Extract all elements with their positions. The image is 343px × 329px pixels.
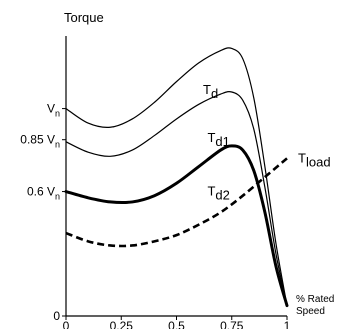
x-tick-label: 0.25 [110, 319, 134, 329]
series-label-td1: Td1 [207, 130, 229, 149]
x-tick-label: 1 [284, 319, 291, 329]
series-label-tload: Tload [298, 151, 331, 170]
y-tick-label: Vn [47, 102, 60, 119]
series-label-td2: Td2 [207, 184, 229, 203]
y-tick-label: 0.6 Vn [27, 185, 60, 202]
series-line-td [65, 47, 288, 307]
y-tick-label: 0 [53, 309, 60, 323]
series-line-tload [65, 157, 288, 248]
x-tick-label: 0 [63, 319, 70, 329]
series-label-td: Td [203, 82, 218, 101]
x-tick-label: 0.75 [220, 319, 244, 329]
y-axis-title: Torque [64, 10, 104, 25]
y-tick-label: 0.85 Vn [20, 133, 60, 150]
x-axis-title-line1: % Rated [296, 294, 334, 305]
series-line-td2 [64, 144, 289, 308]
x-tick-label: 0.5 [168, 319, 185, 329]
series-line-td1 [65, 90, 288, 307]
x-axis-title-line2: Speed [296, 306, 325, 317]
